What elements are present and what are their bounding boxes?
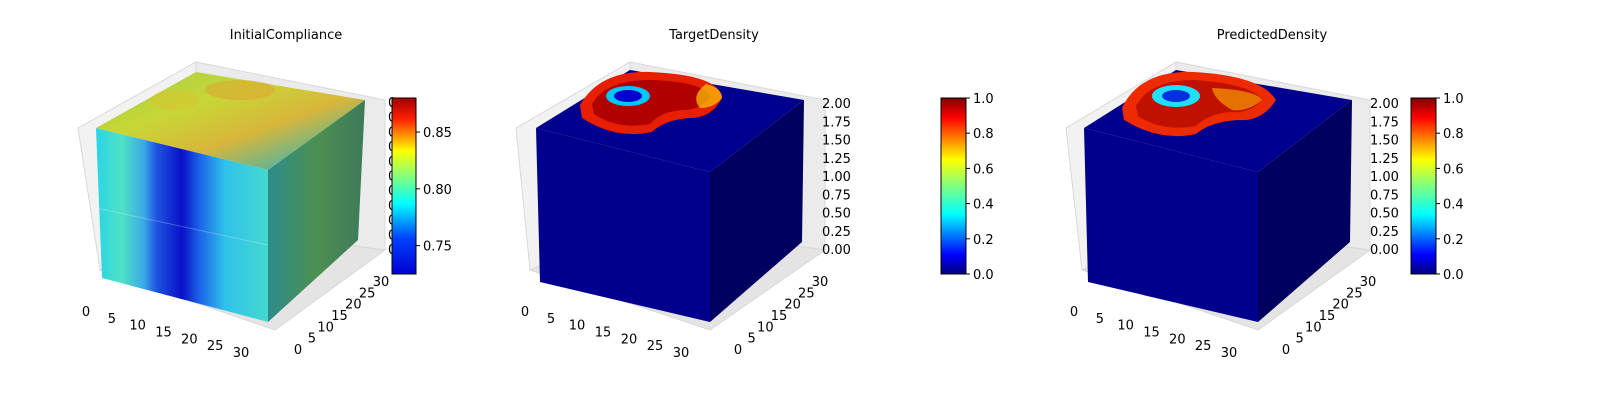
colorbar-tick-label: 0.4	[1443, 198, 1464, 213]
chart-title: PredictedDensity	[1217, 28, 1328, 43]
z-tick-label: 1.75	[822, 115, 851, 130]
y-tick-label: 5	[1296, 332, 1304, 347]
y-tick-label: 20	[784, 298, 801, 313]
voxel-cube	[536, 70, 804, 322]
colorbar-tick-label: 0.4	[973, 198, 994, 213]
y-tick-label: 30	[812, 275, 829, 290]
y-tick-label: 5	[308, 332, 316, 347]
y-tick-label: 0	[294, 343, 302, 358]
z-tick-label: 1.50	[1370, 134, 1399, 149]
z-tick-label: 0.25	[1370, 225, 1399, 240]
x-tick-label: 30	[233, 346, 250, 361]
y-tick-label: 10	[317, 320, 334, 335]
y-tick-label: 10	[757, 320, 774, 335]
y-tick-label: 20	[1332, 298, 1349, 313]
colorbar-tick-label: 0.8	[973, 127, 994, 142]
z-tick-label: 0.50	[1370, 207, 1399, 222]
x-tick-label: 0	[521, 305, 529, 320]
y-tick-label: 15	[331, 309, 348, 324]
y-tick-label: 10	[1305, 320, 1322, 335]
colorbar-tick-label: 0.80	[423, 183, 452, 198]
y-tick-label: 30	[373, 275, 390, 290]
y-tick-label: 15	[771, 309, 788, 324]
chart-title: TargetDensity	[668, 28, 759, 43]
x-tick-label: 10	[129, 319, 146, 334]
voxel-cube	[95, 72, 365, 322]
x-tick-label: 30	[673, 346, 690, 361]
z-tick-label: 1.25	[822, 152, 851, 167]
y-tick-label: 0	[734, 343, 742, 358]
z-tick-label: 0.00	[822, 243, 851, 258]
x-tick-label: 0	[82, 305, 90, 320]
x-tick-label: 10	[569, 319, 586, 334]
z-tick-label: 0.00	[1370, 243, 1399, 258]
z-tick-label: 0.75	[1370, 188, 1399, 203]
x-tick-label: 20	[621, 332, 638, 347]
x-tick-label: 5	[108, 312, 116, 327]
y-tick-label: 25	[1346, 286, 1363, 301]
panel-target-density: TargetDensity 0 5 10 15 20 25 30 0510152025300.…	[515, 28, 994, 361]
y-tick-label: 25	[798, 286, 815, 301]
colorbar-tick-label: 1.0	[1443, 92, 1464, 107]
y-tick-label: 0	[1282, 343, 1290, 358]
voxel-cube	[1084, 70, 1352, 322]
colorbar-tick-label: 0.85	[423, 126, 452, 141]
y-tick-label: 15	[1319, 309, 1336, 324]
x-tick-label: 5	[1096, 312, 1104, 327]
z-tick-label: 2.00	[1370, 97, 1399, 112]
colorbar-tick-label: 0.2	[1443, 233, 1464, 248]
x-tick-label: 10	[1117, 319, 1134, 334]
x-tick-label: 20	[1169, 332, 1186, 347]
z-tick-label: 1.00	[1370, 170, 1399, 185]
y-tick-label: 20	[345, 298, 362, 313]
colorbar-gradient	[1410, 97, 1437, 275]
x-tick-label: 5	[547, 312, 555, 327]
axis-ticks: 0 5 10 15 20 25 30 0510152025300.000.250.500.75…	[1070, 97, 1399, 361]
axis-ticks: 0 5 10 15 20 25 30 0510152025300.000.250.500.75…	[521, 97, 851, 361]
x-tick-label: 0	[1070, 305, 1078, 320]
chart-title: InitialCompliance	[230, 28, 343, 43]
colorbar: 0.0 0.2 0.4 0.6 0.8 1.0	[1410, 92, 1464, 283]
x-tick-label: 25	[207, 339, 224, 354]
z-tick-label: 0.75	[822, 188, 851, 203]
z-tick-label: 1.50	[822, 134, 851, 149]
z-tick-label: 1.00	[822, 170, 851, 185]
y-tick-label: 5	[748, 332, 756, 347]
z-tick-label: 1.25	[1370, 152, 1399, 167]
z-tick-label: 0.50	[822, 207, 851, 222]
x-tick-label: 20	[181, 332, 198, 347]
x-tick-label: 15	[1143, 326, 1160, 341]
colorbar-tick-label: 0.2	[973, 233, 994, 248]
colorbar-tick-label: 0.6	[973, 162, 994, 177]
colorbar: 0.0 0.2 0.4 0.6 0.8 1.0	[940, 92, 994, 283]
z-tick-label: 1.75	[1370, 115, 1399, 130]
colorbar-gradient	[391, 97, 417, 275]
x-tick-label: 15	[155, 326, 172, 341]
x-tick-label: 15	[595, 326, 612, 341]
y-tick-label: 30	[1360, 275, 1377, 290]
z-tick-label: 0.25	[822, 225, 851, 240]
y-tick-label: 25	[359, 286, 376, 301]
colorbar-tick-label: 0.0	[973, 268, 994, 283]
colorbar: 0.75 0.80 0.85	[391, 97, 452, 275]
x-tick-label: 30	[1221, 346, 1238, 361]
z-tick-label: 2.00	[822, 97, 851, 112]
panel-initial-compliance: InitialCompliance 0 5 10 15 20 25 30 0510152025…	[77, 28, 452, 361]
colorbar-tick-label: 0.8	[1443, 127, 1464, 142]
colorbar-tick-label: 0.6	[1443, 162, 1464, 177]
x-tick-label: 25	[1195, 339, 1212, 354]
colorbar-tick-label: 0.75	[423, 240, 452, 255]
x-tick-label: 25	[647, 339, 664, 354]
colorbar-gradient	[940, 97, 967, 275]
colorbar-tick-label: 0.0	[1443, 268, 1464, 283]
panel-predicted-density: PredictedDensity 0 5 10 15 20 25 30 05101520253…	[1065, 28, 1464, 361]
colorbar-tick-label: 1.0	[973, 92, 994, 107]
